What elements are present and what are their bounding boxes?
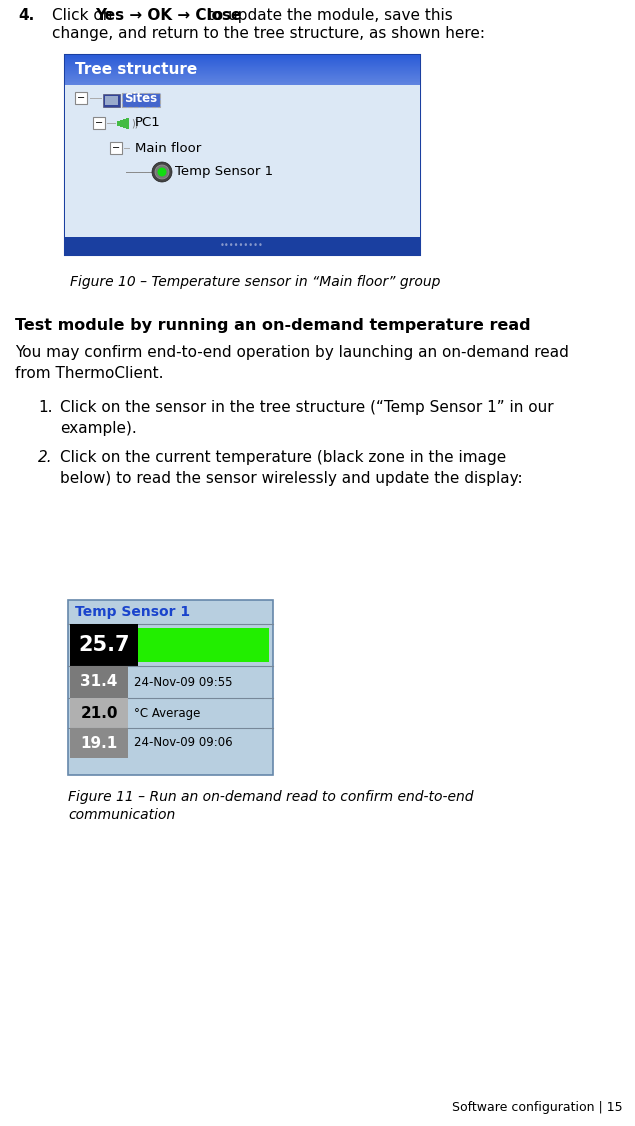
Text: PC1: PC1 bbox=[135, 116, 161, 129]
Bar bbox=[65, 55, 420, 84]
Text: Main floor: Main floor bbox=[135, 142, 201, 154]
Bar bbox=[122, 93, 160, 107]
Text: )): )) bbox=[131, 118, 138, 128]
Bar bbox=[75, 92, 87, 104]
Text: °C Average: °C Average bbox=[134, 706, 201, 720]
Bar bbox=[65, 84, 420, 236]
Text: −: − bbox=[95, 118, 103, 128]
Bar bbox=[138, 628, 269, 662]
Text: to update the module, save this: to update the module, save this bbox=[203, 8, 453, 23]
Bar bbox=[70, 665, 128, 698]
Text: Software configuration | 15: Software configuration | 15 bbox=[452, 1101, 623, 1114]
Text: 2.: 2. bbox=[38, 450, 53, 465]
Bar bbox=[93, 117, 105, 129]
Text: Temp Sensor 1: Temp Sensor 1 bbox=[75, 605, 190, 619]
Bar bbox=[117, 120, 119, 125]
Text: −: − bbox=[77, 93, 85, 102]
Text: 19.1: 19.1 bbox=[81, 735, 117, 751]
Text: Temp Sensor 1: Temp Sensor 1 bbox=[175, 166, 273, 179]
Bar bbox=[105, 96, 118, 105]
Bar bbox=[68, 600, 273, 775]
Text: Click on: Click on bbox=[52, 8, 117, 23]
Text: Test module by running an on-demand temperature read: Test module by running an on-demand temp… bbox=[15, 318, 531, 333]
Text: 25.7: 25.7 bbox=[78, 635, 130, 655]
Text: 1.: 1. bbox=[38, 400, 53, 415]
Text: Figure 10 – Temperature sensor in “Main floor” group: Figure 10 – Temperature sensor in “Main … bbox=[70, 275, 441, 289]
Bar bbox=[70, 624, 138, 665]
Text: Tree structure: Tree structure bbox=[75, 63, 197, 78]
Text: 4.: 4. bbox=[18, 8, 34, 23]
Bar bbox=[126, 117, 128, 128]
Bar bbox=[120, 119, 123, 126]
Text: Sites: Sites bbox=[124, 91, 157, 105]
Text: change, and return to the tree structure, as shown here:: change, and return to the tree structure… bbox=[52, 26, 485, 41]
Text: 21.0: 21.0 bbox=[80, 706, 117, 721]
Text: You may confirm end-to-end operation by launching an on-demand read
from ThermoC: You may confirm end-to-end operation by … bbox=[15, 345, 569, 381]
Circle shape bbox=[155, 166, 169, 179]
Bar bbox=[70, 698, 128, 729]
Text: Yes → OK → Close: Yes → OK → Close bbox=[95, 8, 241, 23]
Text: 24-Nov-09 09:55: 24-Nov-09 09:55 bbox=[134, 676, 232, 688]
Bar bbox=[123, 118, 126, 127]
Bar bbox=[65, 236, 420, 254]
Text: 24-Nov-09 09:06: 24-Nov-09 09:06 bbox=[134, 736, 232, 750]
Text: Click on the sensor in the tree structure (“Temp Sensor 1” in our
example).: Click on the sensor in the tree structur… bbox=[60, 400, 554, 436]
Bar bbox=[65, 55, 420, 254]
Text: Click on the current temperature (black zone in the image
below) to read the sen: Click on the current temperature (black … bbox=[60, 450, 523, 486]
Bar bbox=[70, 729, 128, 758]
Bar bbox=[103, 93, 120, 107]
Text: Figure 11 – Run an on-demand read to confirm end-to-end
communication: Figure 11 – Run an on-demand read to con… bbox=[68, 790, 474, 822]
Text: 31.4: 31.4 bbox=[80, 674, 117, 689]
Text: •••••••••: ••••••••• bbox=[220, 241, 264, 250]
Circle shape bbox=[157, 168, 166, 177]
Circle shape bbox=[152, 162, 172, 182]
Text: −: − bbox=[112, 143, 120, 153]
Bar bbox=[110, 142, 122, 154]
